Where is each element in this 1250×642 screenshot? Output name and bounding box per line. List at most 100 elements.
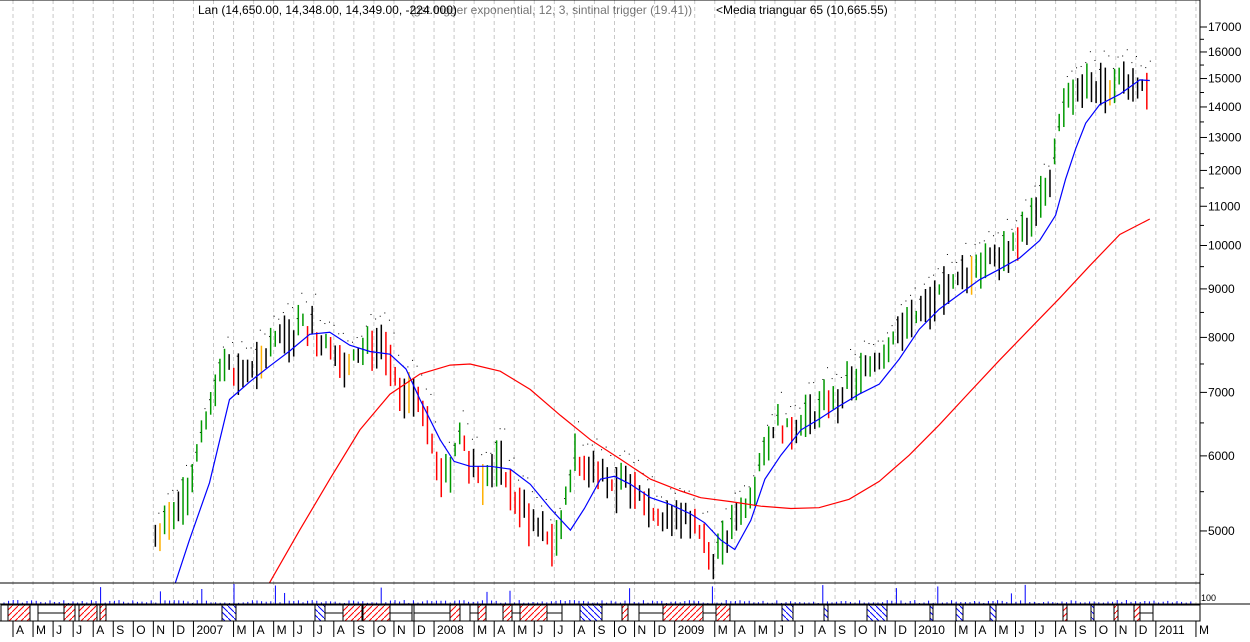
stop-dot (481, 454, 483, 456)
moving-average-lines (174, 79, 1151, 583)
band-hatched-block (1113, 604, 1119, 622)
stop-dot (190, 465, 192, 467)
stop-dot (840, 376, 842, 378)
band-hatched-block (1062, 604, 1068, 622)
stop-dot (969, 255, 971, 257)
stop-dot (900, 304, 902, 306)
x-tick-label: A (497, 623, 505, 637)
stop-dot (319, 320, 321, 322)
band-hatched-block (715, 604, 731, 622)
stop-dot (222, 346, 224, 348)
x-tick-label: O (136, 623, 145, 637)
band-hatched-block (621, 604, 629, 622)
stop-dot (1099, 68, 1101, 70)
stop-dot (195, 451, 197, 453)
stop-dot (365, 325, 367, 327)
x-tick-label: A (818, 623, 826, 637)
x-tick-label: S (597, 623, 605, 637)
stop-dot (1020, 215, 1022, 217)
x-tick-label: A (337, 623, 345, 637)
stop-dot (914, 287, 916, 289)
stop-dot (803, 402, 805, 404)
stop-dot (790, 406, 792, 408)
stop-dot (232, 341, 234, 343)
stop-dot (236, 355, 238, 357)
x-tick-label: 2008 (437, 623, 464, 637)
band-hatched-block (342, 604, 363, 622)
stop-dot (315, 293, 317, 295)
x-tick-label: N (878, 623, 887, 637)
stop-dot (780, 391, 782, 393)
x-tick-label: M (517, 623, 527, 637)
stop-dot (1025, 199, 1027, 201)
x-tick-label: J (1039, 623, 1045, 637)
stop-dot (1094, 60, 1096, 62)
stop-dot (167, 493, 169, 495)
stop-dot (499, 428, 501, 430)
chart-title-ma: <Media trianguar 65 (10,665.55) (716, 3, 888, 17)
y-tick-label: 17000 (1208, 20, 1242, 34)
stop-dot (448, 441, 450, 443)
x-tick-label: A (96, 623, 104, 637)
band-hatched-block (7, 604, 31, 622)
stop-dot (628, 453, 630, 455)
x-tick-label: S (357, 623, 365, 637)
stop-dot (522, 475, 524, 477)
stop-dot (278, 318, 280, 320)
stop-dot (393, 332, 395, 334)
stop-dot (1006, 218, 1008, 220)
signal-band (0, 604, 1201, 622)
x-tick-label: J (317, 623, 323, 637)
stop-dot (458, 430, 460, 432)
stop-dot (716, 541, 718, 543)
stop-dot (610, 454, 612, 456)
band-hatched-block (929, 604, 934, 622)
stop-dot (739, 490, 741, 492)
stop-dot (296, 318, 298, 320)
band-hatched-block (362, 604, 391, 622)
stop-dot (596, 438, 598, 440)
axes (0, 0, 1250, 622)
stop-dot (1066, 76, 1068, 78)
stop-dot (886, 332, 888, 334)
stop-dot (757, 464, 759, 466)
x-axis-labels: A M J J A S O N D 2007 M A M J J A S O N D 2008 M A M J J A S O N D 200… (12, 621, 1209, 637)
band-hatched-block (99, 604, 107, 622)
stop-dot (269, 336, 271, 338)
band-hatched-block (866, 604, 888, 622)
stop-dot (1062, 101, 1064, 103)
triangular-ma-line (269, 218, 1151, 583)
stop-dot (684, 490, 686, 492)
stop-dot (531, 491, 533, 493)
stop-dot (1029, 205, 1031, 207)
stop-dot (831, 378, 833, 380)
stop-dot (292, 307, 294, 309)
x-tick-label: D (898, 623, 907, 637)
band-hatched-block (1090, 604, 1095, 622)
stop-dot (863, 340, 865, 342)
stop-dot (425, 388, 427, 390)
stop-dot (227, 336, 229, 338)
stop-dot (951, 261, 953, 263)
x-tick-label: 2007 (196, 623, 223, 637)
stop-dot (983, 240, 985, 242)
y-tick-label: 9000 (1208, 282, 1235, 296)
stop-dot (808, 382, 810, 384)
stop-dot (877, 340, 879, 342)
stop-dot (490, 452, 492, 454)
stop-dot (1149, 60, 1151, 62)
band-hatched-block (781, 604, 794, 622)
stop-dot (158, 512, 160, 514)
stop-dot (1126, 49, 1128, 51)
stop-dot (693, 498, 695, 500)
stop-dot (172, 489, 174, 491)
x-tick-label: N (1119, 623, 1128, 637)
stop-dot (859, 356, 861, 358)
stop-dot (282, 312, 284, 314)
stop-dot (347, 340, 349, 342)
x-tick-label: M (237, 623, 247, 637)
stop-dot (624, 450, 626, 452)
x-tick-label: A (257, 623, 265, 637)
x-tick-label: J (798, 623, 804, 637)
